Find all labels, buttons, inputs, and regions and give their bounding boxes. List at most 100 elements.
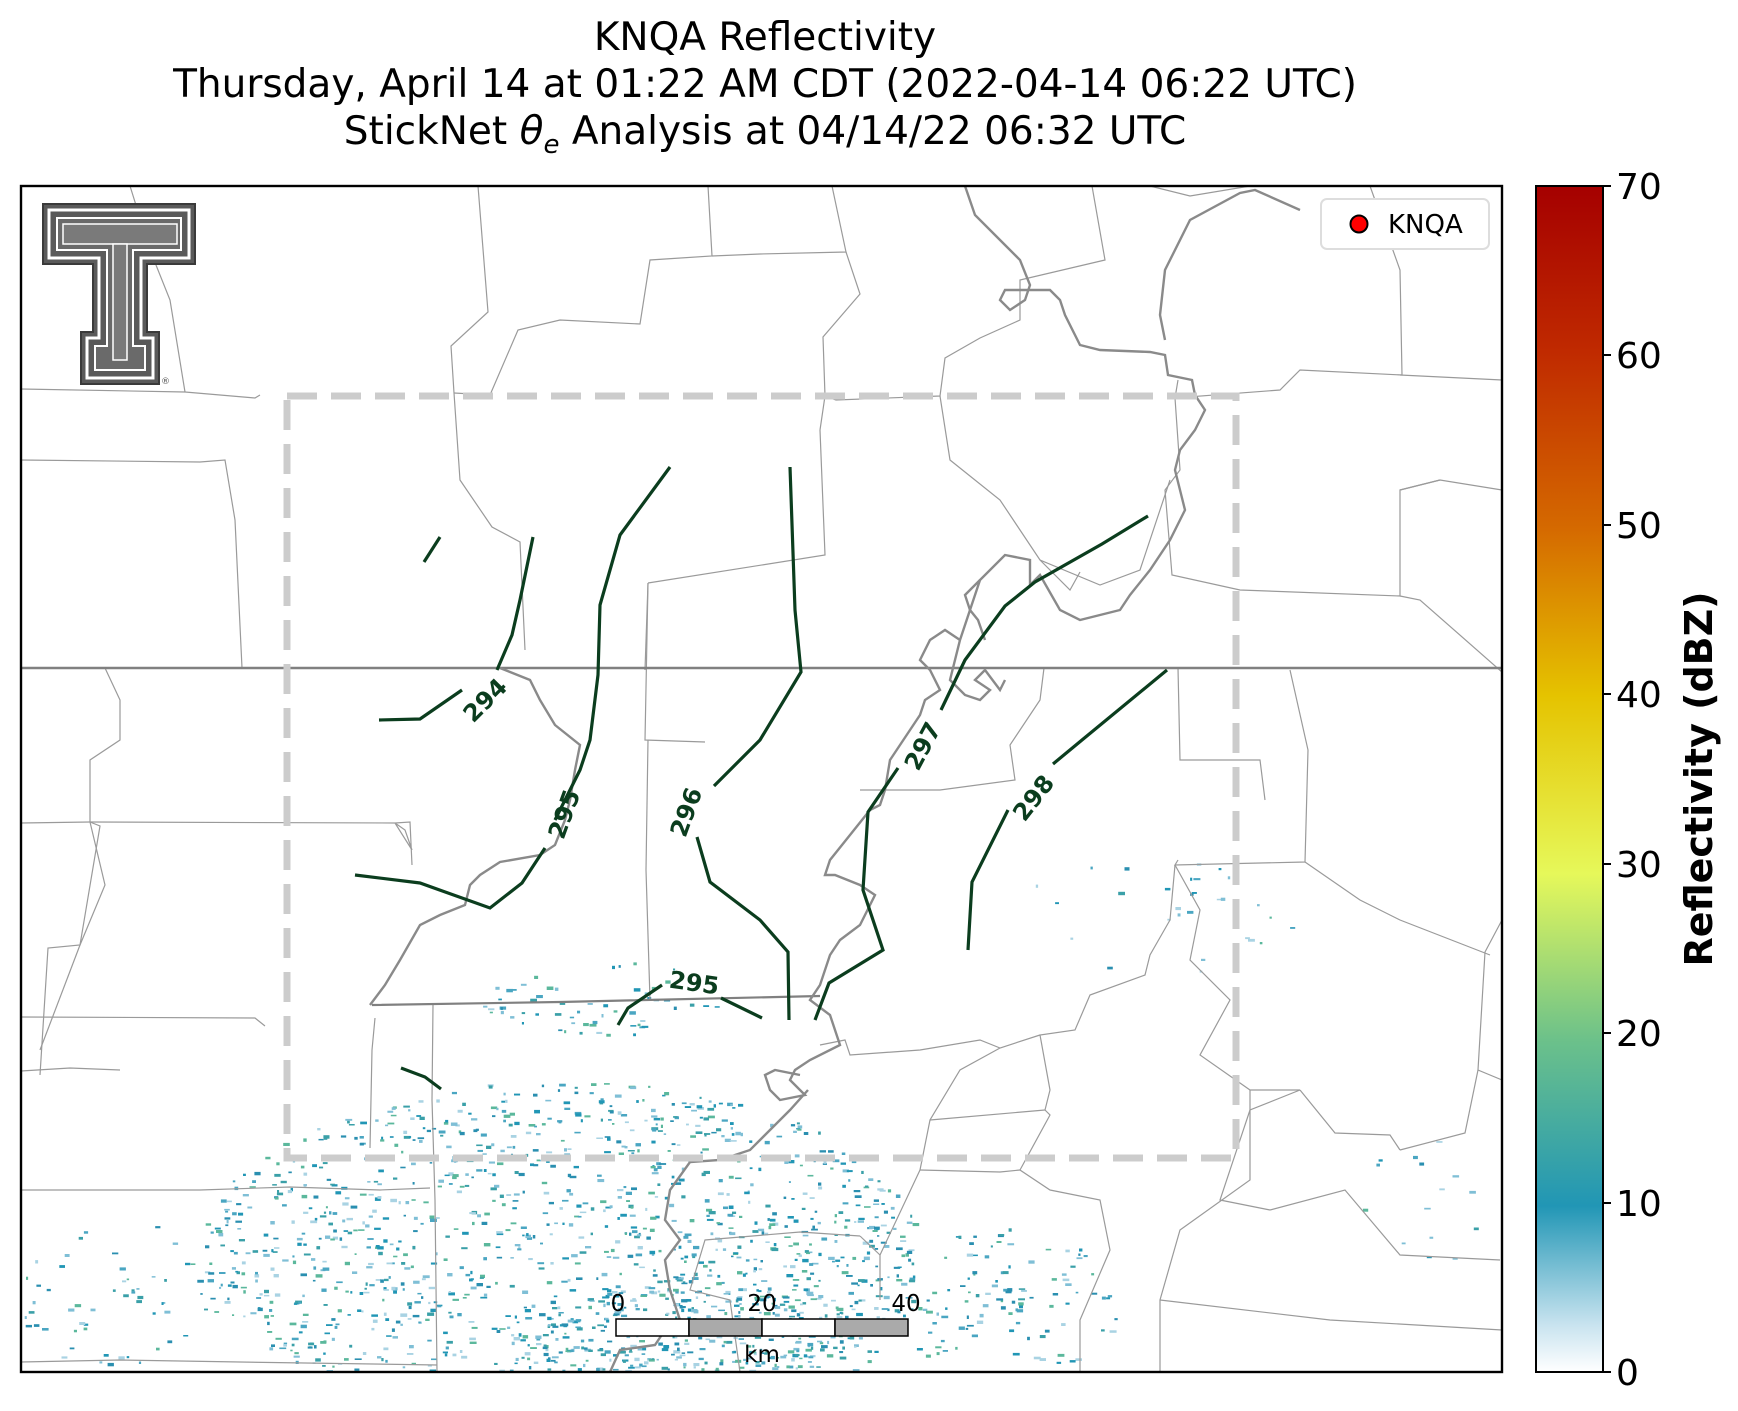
echo-pixel — [382, 1298, 385, 1302]
echo-pixel — [819, 1150, 826, 1153]
echo-pixel — [749, 1350, 756, 1354]
echo-pixel — [675, 1182, 682, 1185]
echo-pixel — [348, 1124, 355, 1126]
county-border — [919, 1034, 1041, 1171]
echo-pixel — [452, 1298, 459, 1301]
echo-pixel — [436, 1217, 440, 1219]
echo-pixel — [935, 1346, 942, 1349]
echo-pixel — [840, 1256, 845, 1259]
echo-pixel — [729, 1140, 737, 1142]
echo-pixel — [1002, 1271, 1009, 1275]
echo-pixel — [846, 1275, 853, 1277]
echo-pixel — [421, 1278, 426, 1281]
echo-pixel — [658, 1342, 663, 1346]
title-line-3-post: Analysis at 04/14/22 06:32 UTC — [559, 109, 1187, 154]
echo-pixel — [480, 1274, 485, 1278]
echo-pixel — [637, 1348, 643, 1351]
echo-pixel — [1018, 1298, 1025, 1301]
echo-pixel — [681, 1195, 686, 1199]
echo-pixel — [603, 1303, 606, 1308]
echo-pixel — [394, 1143, 399, 1147]
echo-pixel — [738, 1338, 744, 1340]
echo-pixel — [901, 1254, 906, 1258]
echo-pixel — [644, 1286, 651, 1289]
echo-pixel — [842, 1202, 849, 1205]
echo-pixel — [312, 1279, 316, 1282]
echo-pixel — [834, 1214, 837, 1218]
echo-pixel — [672, 1311, 676, 1315]
echo-pixel — [252, 1180, 256, 1183]
echo-pixel — [683, 1366, 686, 1369]
echo-pixel — [230, 1281, 235, 1284]
echo-pixel — [765, 1241, 770, 1243]
colorbar-tick-40: 40 — [1616, 675, 1662, 716]
echo-pixel — [562, 1257, 569, 1260]
echo-pixel — [908, 1258, 912, 1262]
echo-pixel — [455, 1124, 460, 1127]
echo-pixel — [630, 1086, 637, 1090]
echo-pixel — [315, 1274, 323, 1278]
echo-pixel — [651, 986, 656, 990]
echo-pixel — [1091, 1292, 1098, 1295]
echo-pixel — [1076, 1257, 1083, 1260]
echo-pixel — [33, 1324, 40, 1327]
echo-pixel — [703, 1170, 710, 1174]
echo-pixel — [59, 1265, 65, 1268]
echo-pixel — [782, 1296, 790, 1299]
echo-pixel — [803, 1354, 808, 1358]
echo-pixel — [138, 1361, 142, 1364]
county-border — [450, 186, 489, 394]
echo-pixel — [720, 1359, 724, 1363]
echo-pixel — [569, 1289, 577, 1292]
echo-pixel — [842, 1169, 849, 1173]
echo-pixel — [591, 1083, 597, 1086]
echo-pixel — [693, 1272, 698, 1277]
echo-pixel — [896, 1247, 903, 1251]
echo-pixel — [944, 1256, 948, 1259]
echo-pixel — [958, 1326, 965, 1330]
echo-pixel — [940, 1339, 945, 1343]
echo-pixel — [183, 1335, 189, 1337]
echo-pixel — [671, 1143, 676, 1146]
echo-pixel — [499, 1328, 506, 1330]
echo-pixel — [557, 1089, 561, 1092]
echo-pixel — [945, 1307, 948, 1310]
echo-pixel — [577, 1319, 581, 1323]
echo-pixel — [802, 1258, 809, 1263]
echo-pixel — [532, 1149, 539, 1152]
echo-pixel — [713, 1104, 716, 1108]
echo-pixel — [606, 1256, 612, 1258]
echo-pixel — [448, 1311, 452, 1314]
echo-pixel — [808, 1356, 814, 1359]
echo-pixel — [973, 1235, 977, 1238]
echo-pixel — [1107, 1295, 1113, 1298]
echo-pixel — [617, 1111, 622, 1115]
echo-pixel — [540, 1242, 543, 1245]
echo-pixel — [875, 1295, 883, 1298]
echo-pixel — [547, 1325, 551, 1328]
echo-pixel — [639, 1363, 643, 1367]
echo-pixel — [699, 1116, 703, 1119]
county-border — [819, 1039, 1001, 1056]
echo-pixel — [932, 1291, 938, 1295]
echo-pixel — [314, 1217, 318, 1221]
echo-pixel — [617, 1303, 622, 1306]
contour-294 — [495, 536, 535, 671]
echo-pixel — [1065, 1249, 1070, 1253]
echo-pixel — [602, 1368, 606, 1371]
echo-pixel — [633, 962, 637, 966]
logo-registered-mark: ® — [161, 377, 170, 387]
echo-pixel — [858, 1337, 863, 1340]
echo-pixel — [417, 1137, 425, 1140]
echo-pixel — [1000, 1271, 1004, 1275]
echo-pixel — [318, 1138, 324, 1141]
echo-pixel — [633, 1033, 636, 1037]
echo-pixel — [846, 1264, 849, 1267]
echo-pixel — [630, 1364, 634, 1367]
echo-pixel — [490, 1187, 497, 1191]
echo-pixel — [218, 1233, 224, 1237]
echo-pixel — [220, 1244, 225, 1247]
echo-pixel — [708, 1211, 716, 1215]
echo-pixel — [512, 1145, 516, 1149]
echo-pixel — [807, 1251, 813, 1254]
